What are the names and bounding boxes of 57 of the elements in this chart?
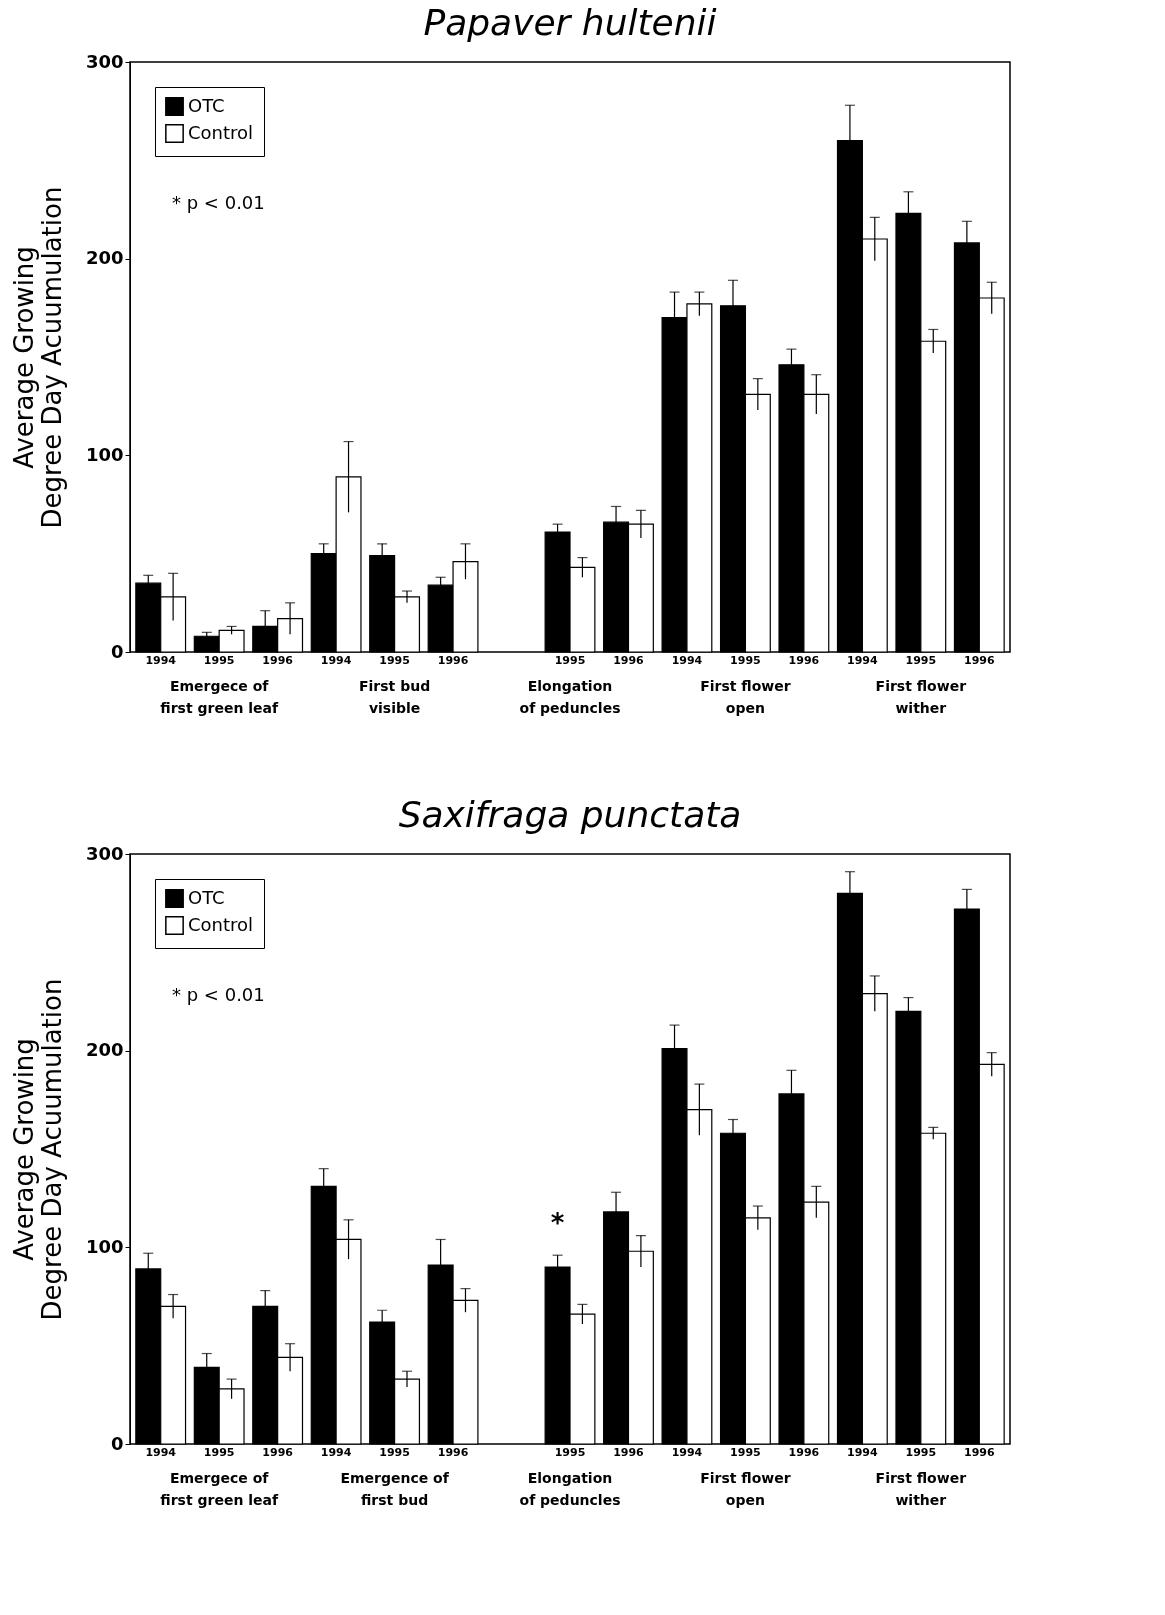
x-tick-label: 1996	[613, 653, 645, 667]
text: First flower open	[700, 1470, 791, 1508]
y-axis-title: Average Growing Degree Day Acuumulation	[8, 186, 67, 529]
x-tick-label: 1994	[145, 1445, 177, 1459]
legend-label: OTC	[188, 94, 225, 116]
text: Emergece of first green leaf	[160, 678, 279, 716]
x-tick-label: 1996	[437, 1445, 469, 1459]
x-tick-label: 1995	[905, 653, 937, 667]
legend-label: OTC	[188, 886, 225, 908]
text: First flower wither	[875, 1470, 967, 1508]
y-tick-label: 0	[110, 640, 124, 662]
text: First flower open	[700, 678, 791, 716]
x-tick-label: 1996	[788, 653, 820, 667]
y-tick-label: 300	[85, 50, 124, 72]
x-tick-label: 1996	[788, 1445, 820, 1459]
annotation: * p < 0.01	[172, 984, 265, 1005]
x-tick-label: 1995	[730, 653, 761, 667]
text: Elongation of peduncles	[519, 1470, 621, 1508]
x-tick-label: 1996	[613, 1445, 645, 1459]
x-tick-label: 1996	[963, 1445, 995, 1459]
text: First bud visible	[358, 678, 431, 716]
y-tick-label: 100	[85, 1235, 124, 1257]
chart-title: Papaver hultenii	[423, 2, 717, 43]
data-label: *	[550, 1208, 565, 1239]
x-tick-label: 1995	[554, 1445, 586, 1459]
x-tick-label: 1995	[379, 1445, 410, 1459]
text: Elongation of peduncles	[519, 678, 621, 716]
chart-title: Saxifraga punctata	[398, 794, 742, 835]
y-tick-label: 100	[85, 443, 124, 465]
y-tick-label: 200	[85, 247, 124, 269]
x-tick-label: 1995	[905, 1445, 937, 1459]
x-tick-label: 1994	[145, 653, 177, 667]
legend-label: Control	[188, 121, 254, 143]
x-tick-label: 1994	[671, 653, 703, 667]
x-tick-label: 1994	[320, 1445, 352, 1459]
x-tick-label: 1995	[203, 1445, 235, 1459]
x-tick-label: 1995	[379, 653, 410, 667]
x-tick-label: 1994	[847, 653, 879, 667]
x-tick-label: 1996	[262, 653, 294, 667]
y-axis-title: Average Growing Degree Day Acuumulation	[8, 978, 67, 1321]
x-tick-label: 1994	[847, 1445, 879, 1459]
y-tick-label: 200	[85, 1039, 124, 1061]
text: Emergence of first bud	[340, 1470, 450, 1508]
x-tick-label: 1995	[203, 653, 235, 667]
x-tick-label: 1994	[671, 1445, 703, 1459]
x-tick-label: 1996	[963, 653, 995, 667]
text: Emergece of first green leaf	[160, 1470, 279, 1508]
x-tick-label: 1995	[554, 653, 586, 667]
legend-label: Control	[188, 913, 254, 935]
y-tick-label: 300	[85, 842, 124, 864]
x-tick-label: 1995	[730, 1445, 761, 1459]
x-tick-label: 1994	[320, 653, 352, 667]
y-tick-label: 0	[110, 1432, 124, 1454]
x-tick-label: 1996	[262, 1445, 294, 1459]
x-tick-label: 1996	[437, 653, 469, 667]
text: First flower wither	[875, 678, 967, 716]
annotation: * p < 0.01	[172, 192, 265, 213]
